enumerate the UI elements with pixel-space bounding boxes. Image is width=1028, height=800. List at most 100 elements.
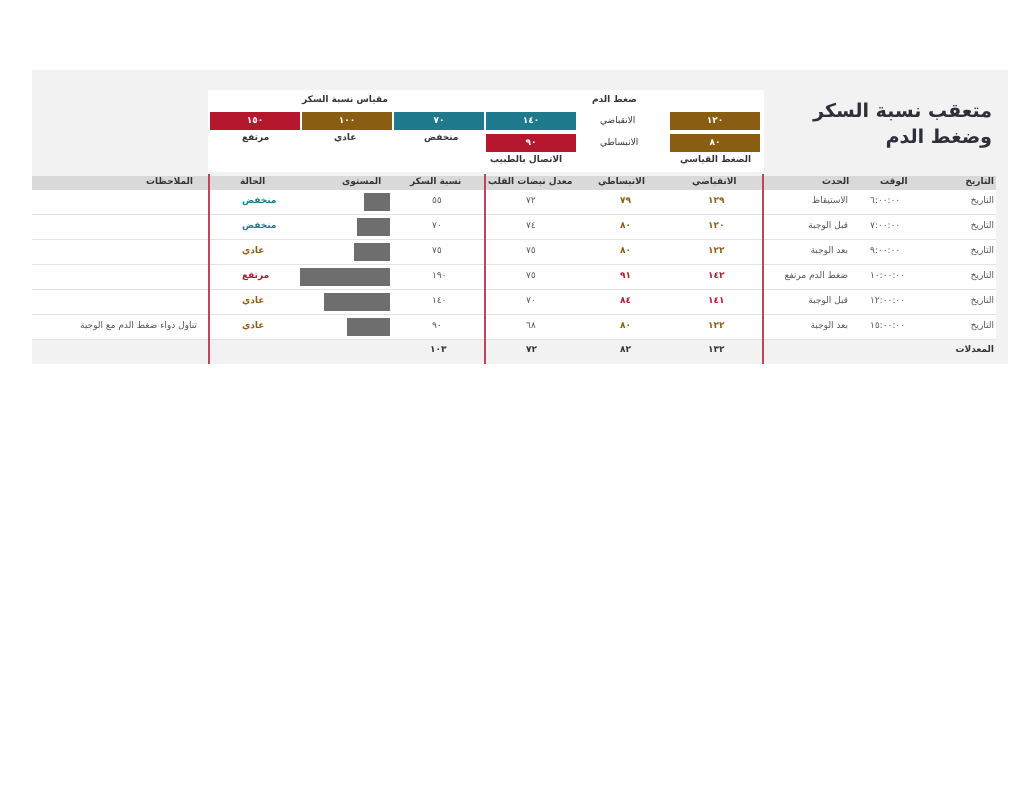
cell-time: ١٠:٠٠:٠٠	[870, 271, 906, 281]
title-line-2: وضغط الدم	[885, 126, 992, 148]
bp-contact-systolic-swatch: ١٤٠	[486, 112, 576, 130]
table-row[interactable]	[32, 215, 996, 239]
cell-diastolic: ٧٩	[620, 196, 631, 206]
averages-heart-rate: ٧٢	[526, 345, 537, 355]
cell-diastolic: ٨٠	[620, 246, 631, 256]
row-divider	[32, 339, 996, 340]
col-systolic[interactable]: الانقباضي	[692, 177, 737, 187]
cell-status: منخفض	[242, 221, 277, 231]
bp-contact-diastolic-swatch: ٩٠	[486, 134, 576, 152]
cell-heart-rate: ٧٥	[526, 246, 536, 256]
cell-event: قبل الوجبة	[808, 296, 848, 306]
sugar-low-label: منخفض	[424, 133, 459, 143]
col-diastolic[interactable]: الانبساطي	[598, 177, 645, 187]
table-row[interactable]	[32, 265, 996, 289]
cell-event: ضغط الدم مرتفع	[784, 271, 848, 281]
col-status[interactable]: الحالة	[240, 177, 266, 187]
col-notes[interactable]: الملاحظات	[146, 177, 194, 187]
cell-systolic: ١٢٢	[708, 321, 725, 331]
cell-time: ٩:٠٠:٠٠	[870, 246, 901, 256]
separator-heart	[484, 174, 486, 364]
row-divider	[32, 239, 996, 240]
cell-status: عادي	[242, 296, 265, 306]
cell-status: عادي	[242, 246, 265, 256]
cell-sugar: ٩٠	[432, 321, 442, 331]
level-bar	[324, 293, 390, 311]
cell-status: منخفض	[242, 196, 277, 206]
cell-sugar: ١٩٠	[432, 271, 447, 281]
cell-diastolic: ٩١	[620, 271, 631, 281]
separator-bp	[762, 174, 764, 364]
cell-diastolic: ٨٠	[620, 221, 631, 231]
level-bar	[364, 193, 390, 211]
cell-time: ١٥:٠٠:٠٠	[870, 321, 906, 331]
cell-date: التاريخ	[970, 321, 994, 331]
col-level[interactable]: المستوى	[342, 177, 382, 187]
cell-heart-rate: ٧٢	[526, 196, 536, 206]
cell-diastolic: ٨٤	[620, 296, 631, 306]
level-bar	[347, 318, 390, 336]
cell-time: ١٢:٠٠:٠٠	[870, 296, 906, 306]
cell-date: التاريخ	[970, 221, 994, 231]
averages-label: المعدلات	[955, 345, 994, 355]
separator-sugar	[208, 174, 210, 364]
level-bar	[354, 243, 390, 261]
sugar-legend-title: مقياس نسبة السكر	[302, 95, 388, 105]
sugar-normal-label: عادي	[334, 133, 357, 143]
col-time[interactable]: الوقت	[880, 177, 908, 187]
cell-heart-rate: ٧٥	[526, 271, 536, 281]
bp-standard-systolic-swatch: ١٢٠	[670, 112, 760, 130]
cell-sugar: ٧٥	[432, 246, 442, 256]
bp-standard-label: الضغط القياسي	[680, 155, 752, 165]
cell-event: قبل الوجبة	[808, 221, 848, 231]
row-divider	[32, 214, 996, 215]
sugar-low-swatch: ٧٠	[394, 112, 484, 130]
cell-systolic: ١٢٠	[708, 221, 725, 231]
sugar-high-swatch: ١٥٠	[210, 112, 300, 130]
page-title: متعقب نسبة السكر وضغط الدم	[772, 98, 992, 150]
cell-systolic: ١٤٢	[708, 271, 725, 281]
col-date[interactable]: التاريخ	[965, 177, 994, 187]
cell-event: بعد الوجبة	[810, 246, 848, 256]
cell-heart-rate: ٦٨	[526, 321, 536, 331]
col-sugar[interactable]: نسبة السكر	[410, 177, 462, 187]
cell-notes: تناول دواء ضغط الدم مع الوجبة	[80, 321, 197, 331]
table-header	[32, 176, 996, 190]
bp-legend-title: ضغط الدم	[592, 95, 637, 105]
col-heart-rate[interactable]: معدل نبضات القلب	[488, 177, 573, 187]
cell-status: مرتفع	[242, 271, 270, 281]
cell-date: التاريخ	[970, 196, 994, 206]
sugar-normal-swatch: ١٠٠	[302, 112, 392, 130]
cell-time: ٧:٠٠:٠٠	[870, 221, 901, 231]
row-divider	[32, 289, 996, 290]
cell-sugar: ٧٠	[432, 221, 442, 231]
cell-heart-rate: ٧٤	[526, 221, 536, 231]
averages-sugar: ١٠٣	[430, 345, 447, 355]
bp-contact-label: الاتصال بالطبيب	[490, 155, 563, 165]
table-row[interactable]	[32, 190, 996, 214]
col-event[interactable]: الحدث	[822, 177, 850, 187]
cell-systolic: ١٢٩	[708, 196, 725, 206]
legend-panel	[208, 90, 764, 172]
level-bar	[357, 218, 390, 236]
cell-event: الاستيقاظ	[811, 196, 848, 206]
cell-diastolic: ٨٠	[620, 321, 631, 331]
bp-systolic-label: الانقباضي	[600, 116, 636, 126]
title-line-1: متعقب نسبة السكر	[813, 100, 992, 122]
cell-systolic: ١٢٢	[708, 246, 725, 256]
bp-diastolic-label: الانبساطي	[600, 138, 639, 148]
averages-systolic: ١٣٢	[708, 345, 725, 355]
level-bar	[300, 268, 390, 286]
cell-time: ٦:٠٠:٠٠	[870, 196, 901, 206]
tracker-sheet: متعقب نسبة السكر وضغط الدم ضغط الدم الان…	[32, 70, 1008, 364]
row-divider	[32, 314, 996, 315]
table-row[interactable]	[32, 290, 996, 314]
averages-diastolic: ٨٢	[620, 345, 631, 355]
cell-date: التاريخ	[970, 296, 994, 306]
cell-date: التاريخ	[970, 246, 994, 256]
table-row[interactable]	[32, 240, 996, 264]
cell-heart-rate: ٧٠	[526, 296, 536, 306]
cell-status: عادي	[242, 321, 265, 331]
cell-event: بعد الوجبة	[810, 321, 848, 331]
table-row[interactable]	[32, 315, 996, 339]
